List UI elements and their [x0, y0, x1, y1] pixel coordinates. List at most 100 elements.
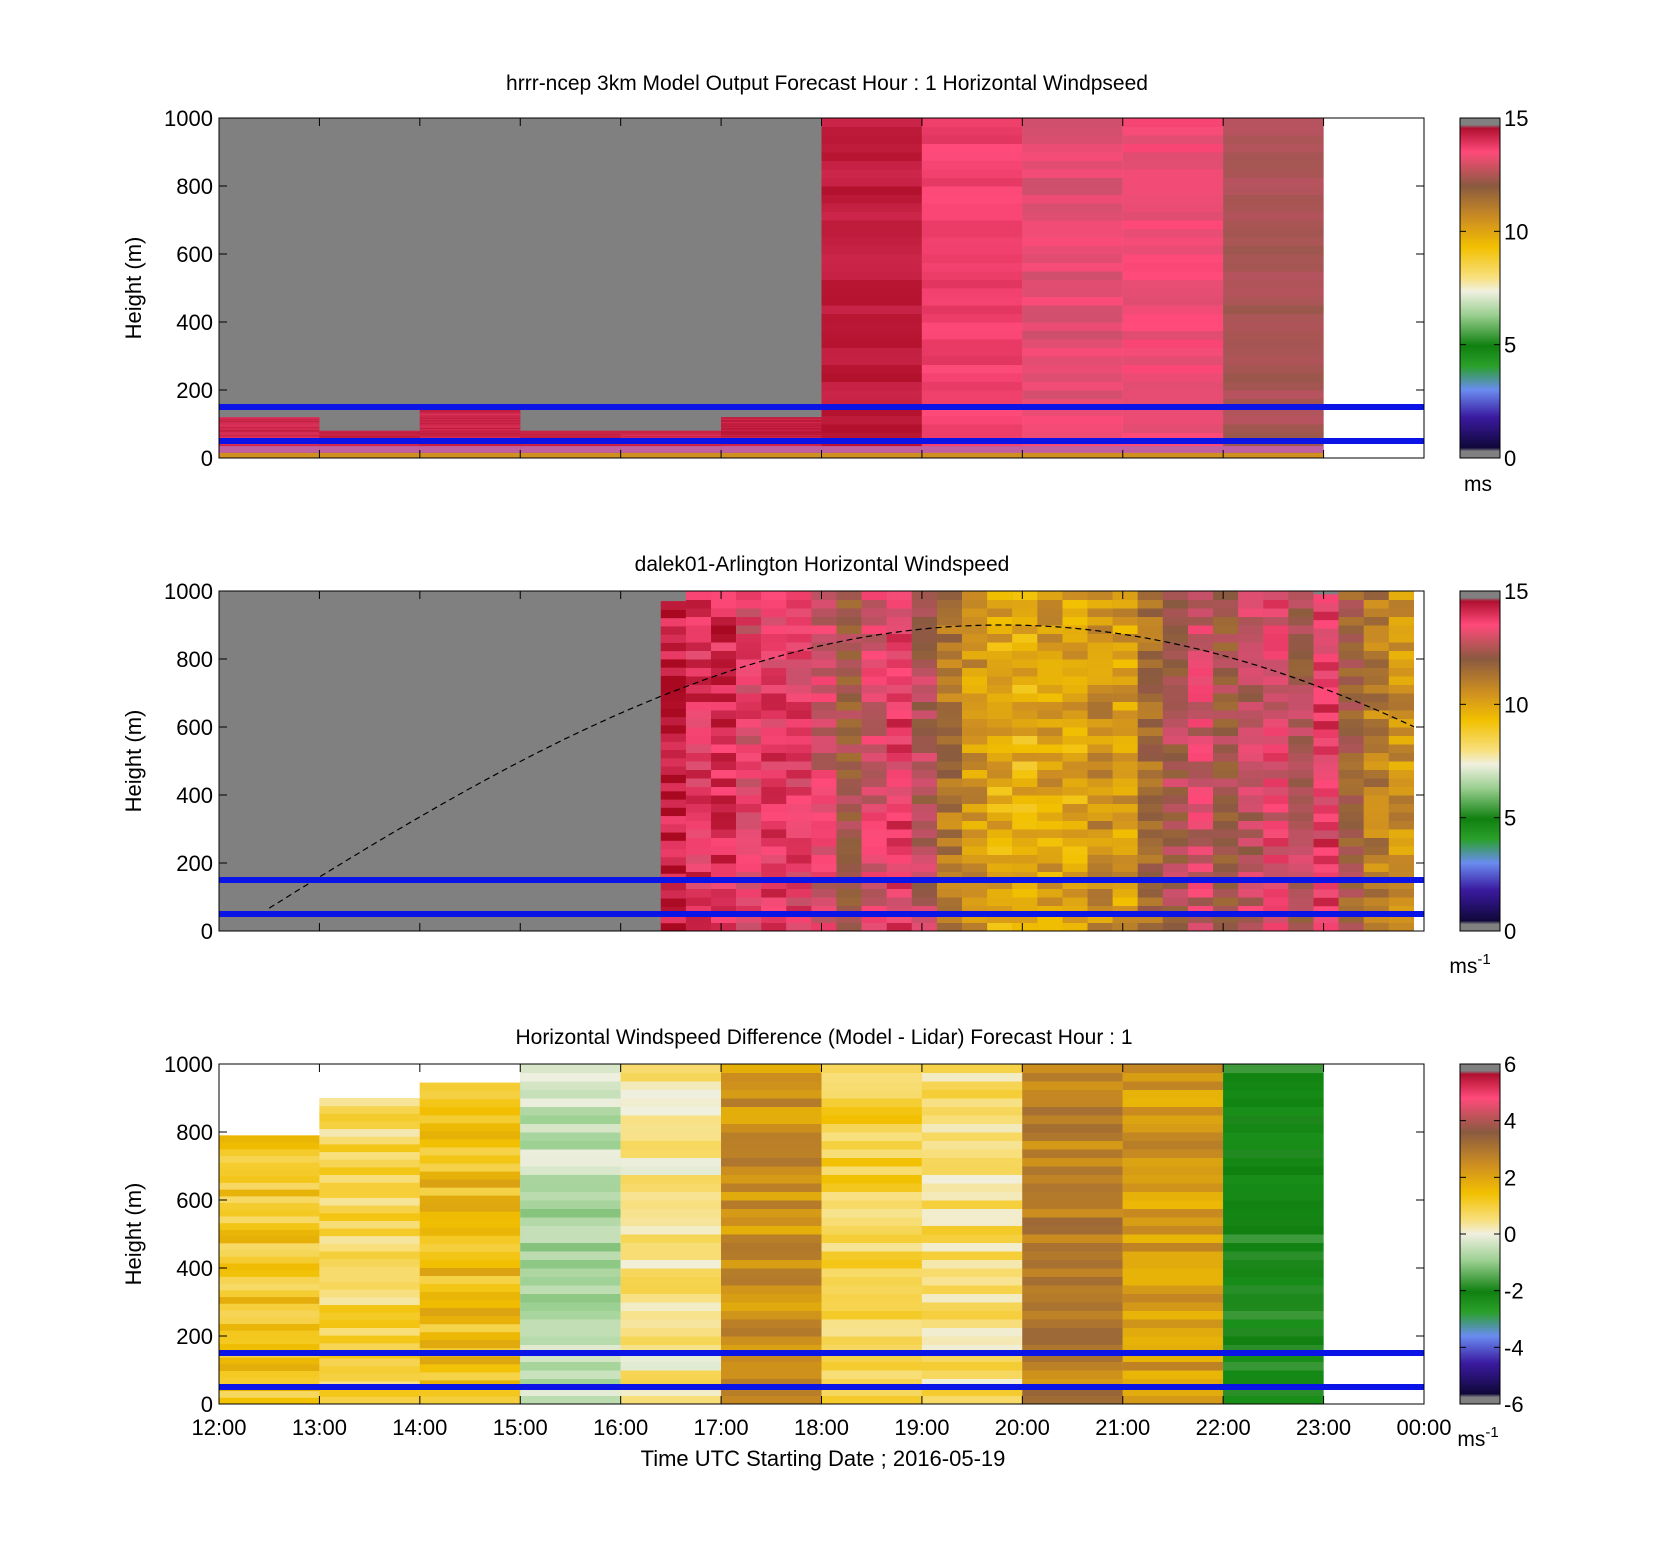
heatmap-cell — [419, 1315, 521, 1325]
heatmap-cell — [936, 897, 963, 906]
heatmap-cell — [861, 667, 887, 677]
heatmap-cell — [219, 1283, 320, 1291]
heatmap-cell — [936, 922, 963, 932]
heatmap-cell — [1223, 186, 1324, 195]
heatmap-cell — [1338, 922, 1364, 932]
heatmap-cell — [685, 897, 712, 906]
heatmap-cell — [1037, 599, 1063, 609]
heatmap-cell — [319, 446, 420, 453]
heatmap-cell — [761, 642, 787, 651]
heatmap-cell — [1122, 186, 1224, 195]
heatmap-cell — [219, 1175, 320, 1183]
heatmap-cell — [1087, 667, 1113, 677]
heatmap-cell — [1062, 820, 1088, 830]
heatmap-cell — [1122, 135, 1224, 144]
heatmap-cell — [1122, 1361, 1224, 1371]
heatmap-cell — [219, 1397, 320, 1405]
heatmap-cell — [1037, 761, 1063, 770]
heatmap-cell — [1162, 778, 1189, 787]
heatmap-cell — [911, 667, 937, 677]
heatmap-cell — [685, 650, 712, 660]
heatmap-cell — [1162, 676, 1189, 685]
heatmap-cell — [886, 642, 912, 651]
heatmap-cell — [821, 1370, 922, 1379]
heatmap-cell — [987, 922, 1013, 932]
heatmap-cell — [620, 1276, 722, 1286]
heatmap-cell — [1288, 812, 1314, 821]
heatmap-cell — [936, 854, 963, 864]
heatmap-cell — [962, 803, 988, 813]
heatmap-cell — [1388, 778, 1414, 787]
heatmap-cell — [685, 701, 712, 711]
heatmap-cell — [1213, 752, 1239, 762]
heatmap-cell — [1137, 897, 1163, 906]
heatmap-cell — [811, 642, 837, 651]
heatmap-cell — [1062, 591, 1088, 600]
heatmap-cell — [1012, 914, 1038, 923]
heatmap-cell — [886, 616, 912, 626]
heatmap-cell — [911, 684, 937, 694]
heatmap-cell — [620, 452, 722, 458]
heatmap-cell — [1338, 752, 1364, 762]
heatmap-cell — [786, 616, 812, 626]
heatmap-cell — [660, 889, 686, 899]
heatmap-cell — [1087, 863, 1113, 872]
heatmap-cell — [685, 752, 712, 762]
heatmap-cell — [1238, 769, 1264, 779]
heatmap-cell — [1363, 650, 1389, 660]
heatmap-cell — [1022, 1123, 1123, 1133]
heatmap-cell — [1223, 203, 1324, 212]
heatmap-cell — [1223, 1251, 1324, 1260]
heatmap-cell — [921, 1089, 1023, 1099]
heatmap-cell — [1238, 829, 1264, 838]
heatmap-cell — [1313, 872, 1339, 882]
heatmap-cell — [685, 642, 712, 651]
heatmap-cell — [1338, 718, 1364, 728]
heatmap-cell — [660, 757, 686, 767]
heatmap-cell — [1122, 1072, 1224, 1082]
heatmap-cell — [786, 599, 812, 609]
heatmap-cell — [520, 1387, 621, 1396]
heatmap-cell — [1022, 390, 1123, 399]
heatmap-cell — [660, 617, 686, 627]
heatmap-cell — [1263, 795, 1289, 804]
heatmap-cell — [1062, 786, 1088, 796]
heatmap-cell — [419, 410, 521, 413]
heatmap-cell — [936, 812, 963, 821]
heatmap-cell — [861, 905, 887, 915]
heatmap-cell — [1137, 761, 1163, 770]
heatmap-cell — [1112, 812, 1138, 821]
heatmap-cell — [1288, 650, 1314, 660]
heatmap-cell — [1022, 1370, 1123, 1379]
y-tick-label: 600 — [176, 715, 213, 740]
heatmap-cell — [1223, 1081, 1324, 1090]
heatmap-cell — [987, 701, 1013, 711]
heatmap-cell — [861, 761, 887, 770]
heatmap-cell — [1188, 761, 1214, 770]
heatmap-cell — [821, 415, 922, 425]
heatmap-cell — [1188, 914, 1214, 923]
heatmap-cell — [319, 1258, 420, 1267]
heatmap-cell — [620, 1191, 722, 1201]
heatmap-cell — [685, 608, 712, 617]
heatmap-cell — [620, 1251, 722, 1260]
heatmap-cell — [987, 880, 1013, 889]
heatmap-cell — [1313, 678, 1339, 688]
heatmap-cell — [1037, 667, 1063, 677]
heatmap-cell — [319, 443, 420, 445]
heatmap-cell — [1363, 642, 1389, 651]
heatmap-cell — [811, 608, 837, 617]
heatmap-cell — [921, 1064, 1023, 1073]
heatmap-cell — [1388, 769, 1414, 779]
heatmap-cell — [886, 676, 912, 685]
heatmap-cell — [520, 1166, 621, 1175]
heatmap-cell — [962, 888, 988, 898]
heatmap-cell — [721, 452, 822, 458]
heatmap-cell — [1162, 633, 1189, 643]
heatmap-cell — [1162, 710, 1189, 719]
heatmap-cell — [685, 769, 712, 779]
heatmap-cell — [1223, 1259, 1324, 1269]
heatmap-cell — [1122, 203, 1224, 212]
heatmap-cell — [1062, 693, 1088, 702]
heatmap-cell — [1313, 863, 1339, 873]
